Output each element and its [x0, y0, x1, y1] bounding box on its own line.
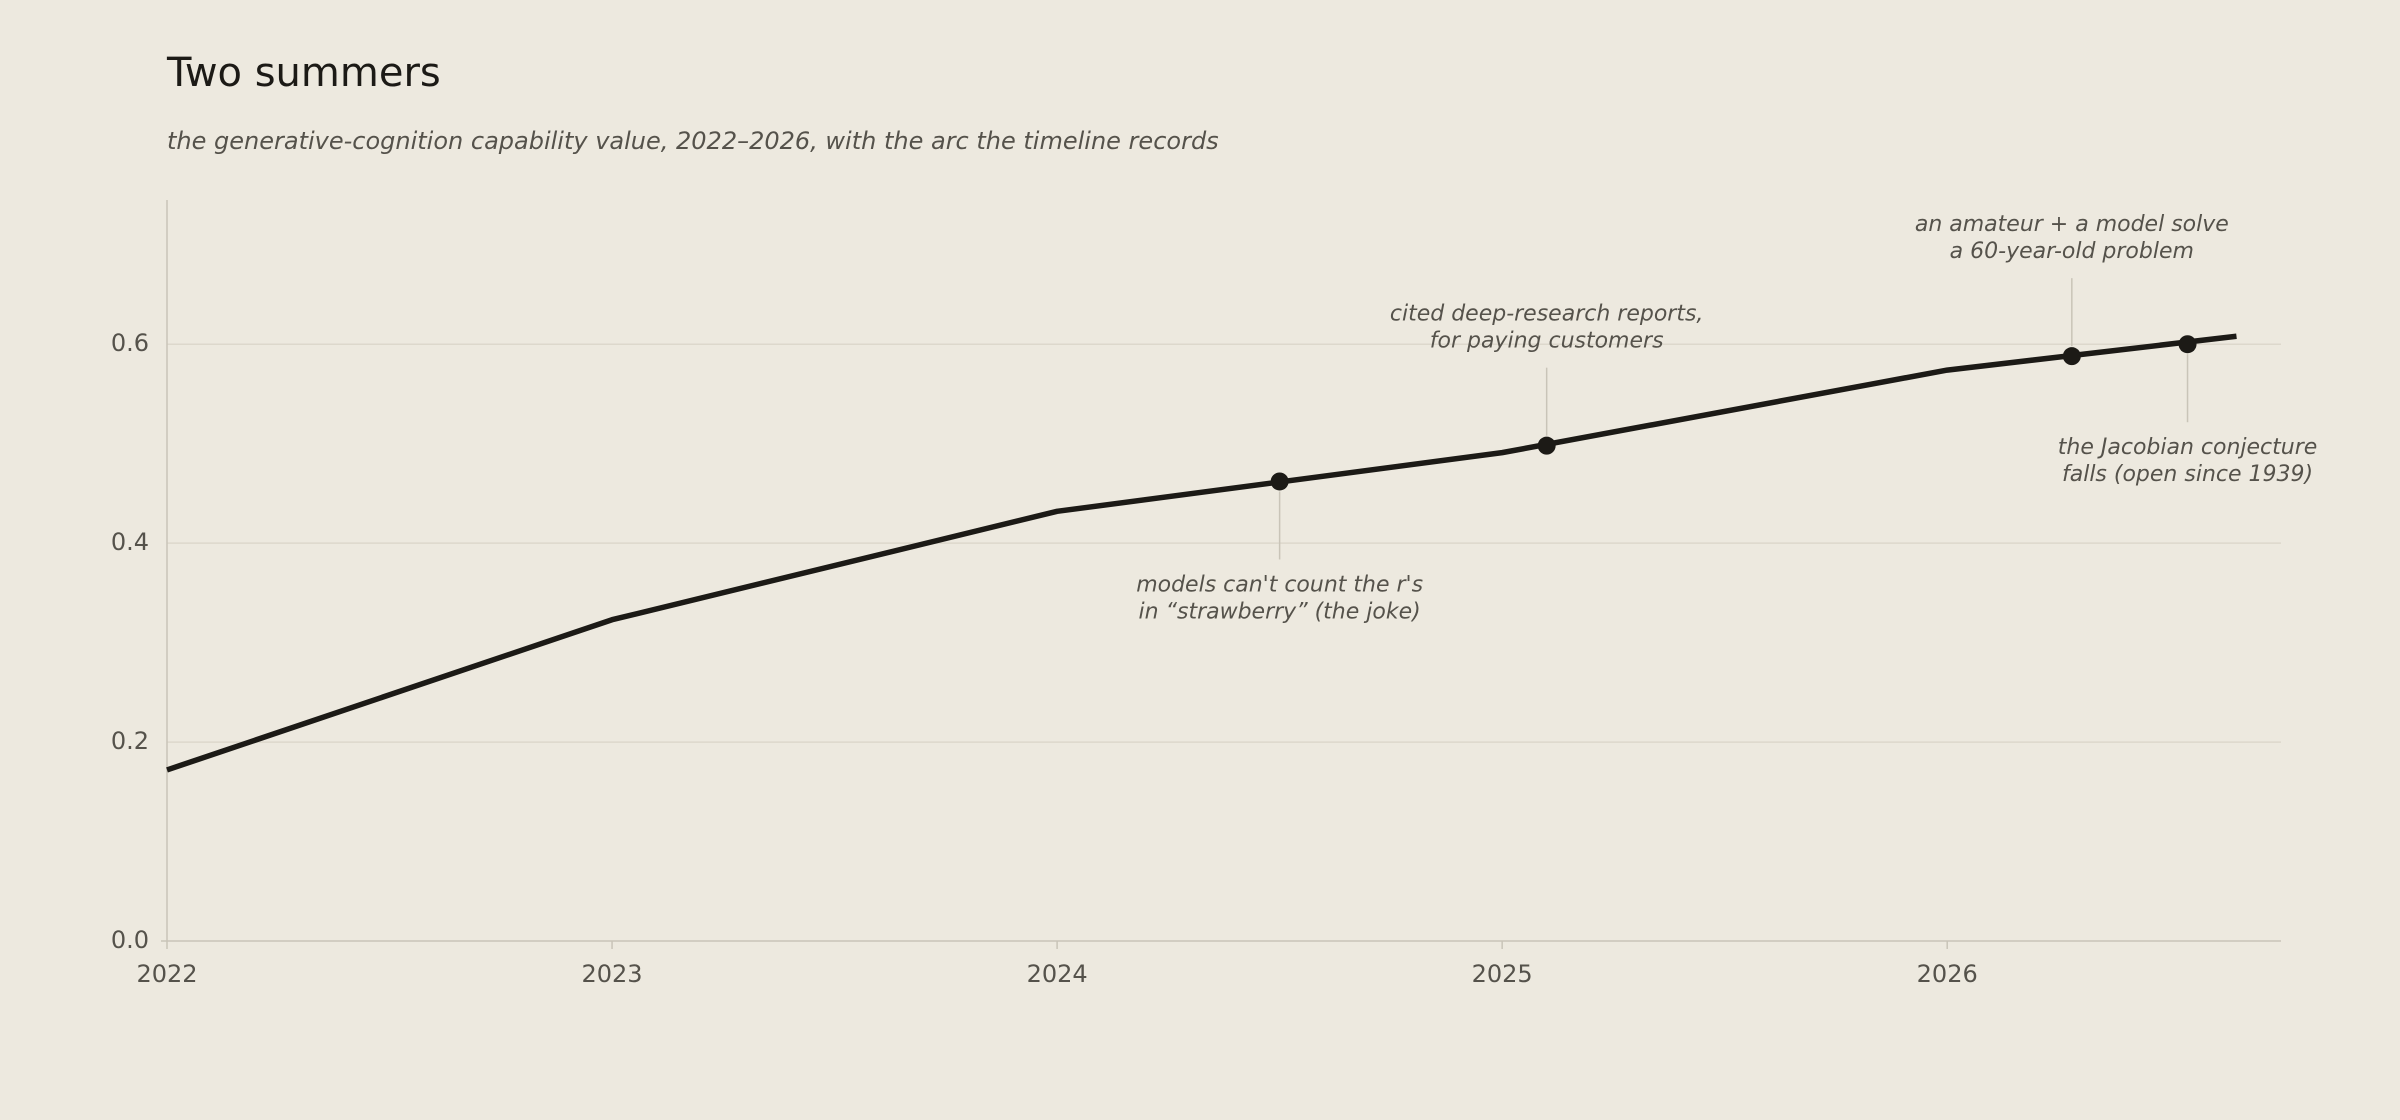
y-tick-label: 0.6 — [111, 329, 149, 357]
annotation-text: a 60-year-old problem — [1950, 239, 2194, 264]
annotation-text: the Jacobian conjecture — [2058, 435, 2318, 460]
y-tick-label: 0.4 — [111, 528, 149, 556]
annotation-dot — [1270, 472, 1289, 491]
annotation-text: for paying customers — [1430, 329, 1664, 354]
y-tick-label: 0.2 — [111, 727, 149, 755]
annotation-text: an amateur + a model solve — [1915, 212, 2229, 237]
annotation-text: models can't count the r's — [1136, 572, 1423, 597]
x-tick-label: 2023 — [582, 960, 643, 988]
annotation-dot — [1537, 436, 1556, 455]
x-tick-label: 2022 — [136, 960, 197, 988]
y-tick-label: 0.0 — [111, 926, 149, 954]
x-tick-label: 2025 — [1472, 960, 1533, 988]
x-tick-label: 2024 — [1027, 960, 1088, 988]
chart-title: Two summers — [166, 50, 441, 96]
annotation-text: falls (open since 1939) — [2062, 462, 2313, 487]
annotation-text: in “strawberry” (the joke) — [1139, 599, 1421, 624]
x-tick-label: 2026 — [1917, 960, 1978, 988]
chart-subtitle: the generative-cognition capability valu… — [167, 127, 1219, 155]
annotation-dot — [2062, 347, 2081, 366]
annotation-dot — [2178, 335, 2197, 354]
annotation-text: cited deep-research reports, — [1390, 302, 1704, 327]
